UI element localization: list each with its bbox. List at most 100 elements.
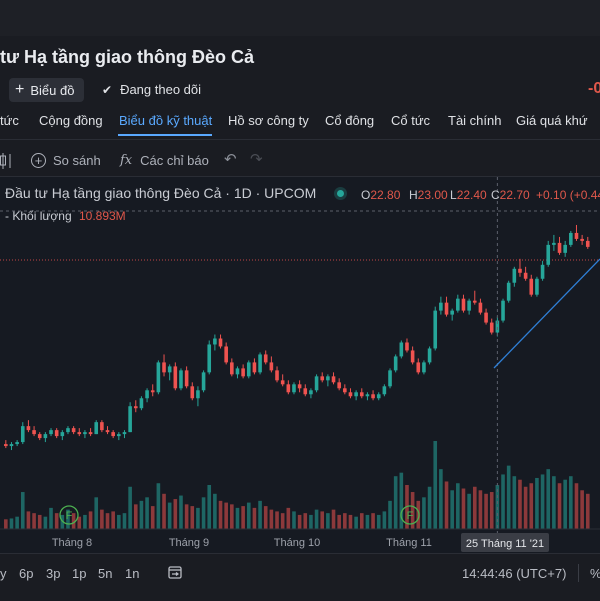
range-y[interactable]: y [0, 566, 7, 581]
volume-bar [518, 479, 522, 529]
candle-body [263, 354, 268, 363]
range-5n[interactable]: 5n [98, 566, 113, 581]
volume-bar [4, 519, 8, 529]
volume-bar [546, 469, 551, 529]
plus-icon: + [15, 81, 25, 98]
volume-bar [207, 485, 212, 529]
candle-body [201, 372, 206, 391]
toolbar-divider [0, 176, 600, 177]
tab-price-history[interactable]: Giá quá khứ [516, 113, 588, 128]
volume-bar [292, 511, 296, 529]
candle-body [66, 428, 70, 433]
candle-body [297, 384, 302, 389]
candle-body [252, 362, 257, 373]
candle-body [529, 278, 534, 295]
tab-financials[interactable]: Tài chính [448, 113, 502, 128]
candle-body [376, 394, 381, 399]
clock: 14:44:46 (UTC+7) [462, 566, 567, 581]
redo-icon[interactable]: ↷ [250, 151, 263, 168]
volume-bar [512, 476, 517, 529]
range-6p[interactable]: 6p [19, 566, 34, 581]
follow-label: Đang theo dõi [120, 82, 202, 97]
candle-body [444, 302, 449, 315]
candle-body [100, 422, 104, 431]
tab-dividends[interactable]: Cổ tức [391, 113, 431, 128]
candle-type-icon[interactable] [0, 152, 12, 170]
volume-value: 10.893M [78, 209, 126, 223]
percent-toggle[interactable]: % [590, 566, 600, 581]
volume-bar [145, 497, 149, 529]
candle-body [150, 390, 155, 393]
candle-body [224, 346, 228, 363]
candle-body [15, 442, 19, 445]
candle-body [49, 430, 53, 435]
candlestick-chart[interactable]: F F Tháng 8 Tháng 9 Tháng 10 Tháng 11 25 Tháng… [0, 177, 600, 553]
candle-body [162, 362, 166, 373]
indicators-button[interactable]: fx Các chỉ báo [120, 153, 209, 168]
tab-community[interactable]: Cộng đồng [39, 113, 103, 128]
volume-bar [393, 476, 398, 529]
volume-bar [83, 514, 87, 529]
candle-body [292, 384, 296, 393]
chart-button[interactable]: + Biểu đồ [9, 78, 84, 102]
volume-bar [269, 509, 274, 529]
date-range-icon[interactable] [168, 565, 182, 579]
candle-body [354, 392, 358, 397]
candle-body [535, 278, 539, 295]
volume-bar [472, 486, 477, 529]
undo-icon[interactable]: ↶ [224, 151, 237, 168]
volume-bar [574, 483, 579, 529]
price-change: -0 [588, 80, 600, 97]
candle-body [484, 312, 488, 323]
candle-body [365, 394, 370, 397]
compare-button[interactable]: + So sánh [31, 153, 101, 168]
volume-bar [382, 511, 387, 529]
range-3p[interactable]: 3p [46, 566, 61, 581]
compare-label: So sánh [53, 153, 101, 168]
volume-bar [410, 492, 415, 529]
candle-body [258, 354, 262, 373]
candle-body [218, 338, 223, 347]
candle-body [337, 382, 341, 389]
candle-body [456, 298, 460, 311]
volume-bar [416, 500, 421, 529]
follow-button[interactable]: ✔ Đang theo dõi [102, 82, 201, 97]
volume-bar [529, 483, 534, 529]
volume-bar [37, 514, 42, 529]
candle-body [280, 380, 285, 385]
candle-body [569, 232, 573, 245]
volume-bar [422, 497, 426, 529]
candle-body [382, 386, 387, 395]
volume-bar [580, 490, 584, 529]
candle-body [450, 310, 454, 315]
volume-bar [523, 486, 528, 529]
chart-area[interactable] [0, 177, 600, 553]
tab-news[interactable]: tức [0, 113, 19, 128]
volume-bar [456, 483, 460, 529]
volume-bar [309, 514, 313, 529]
candle-body [190, 386, 195, 399]
candle-body [139, 398, 144, 409]
volume-bar [15, 516, 19, 529]
tab-company-profile[interactable]: Hồ sơ công ty [228, 113, 309, 128]
candle-body [167, 366, 172, 373]
candle-body [523, 272, 528, 279]
volume-bar [94, 497, 99, 529]
candle-body [399, 342, 404, 357]
range-1p[interactable]: 1p [72, 566, 87, 581]
volume-bar [337, 514, 341, 529]
candle-body [9, 444, 14, 447]
volume-bar [88, 511, 93, 529]
candle-body [416, 362, 421, 373]
volume-bar [117, 514, 121, 529]
candle-body [478, 302, 483, 313]
range-1n[interactable]: 1n [125, 566, 140, 581]
volume-bar [433, 441, 438, 529]
volume-bar [128, 486, 132, 529]
volume-bar [388, 500, 392, 529]
volume-bar [26, 511, 31, 529]
tab-shareholders[interactable]: Cổ đông [325, 113, 375, 128]
x-axis-tick-label: Tháng 10 [274, 537, 320, 549]
volume-bar [478, 490, 483, 529]
tab-technical-chart[interactable]: Biểu đồ kỹ thuật [119, 113, 213, 128]
